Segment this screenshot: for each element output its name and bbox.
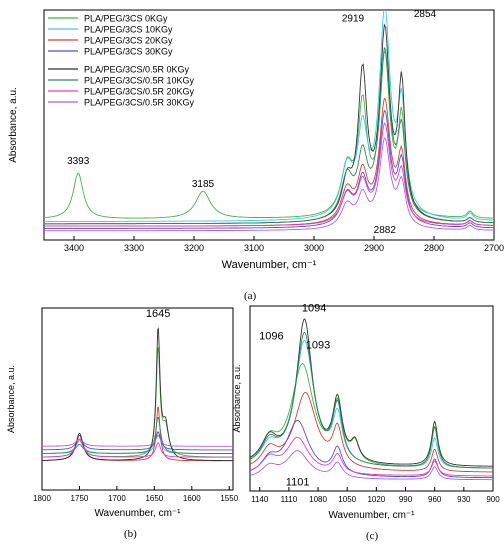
series-line-7 — [250, 436, 493, 477]
series-line-7 — [44, 122, 494, 227]
series-lines — [250, 318, 493, 481]
peak-annotation: 2882 — [374, 225, 397, 236]
x-tick-label: 990 — [399, 495, 413, 504]
series-line-1 — [250, 363, 493, 469]
peak-annotation: 1096 — [259, 330, 283, 342]
plot-frame — [43, 9, 495, 241]
plot-frame — [249, 305, 494, 492]
caption-c: (c) — [366, 530, 379, 542]
x-tick-label: 1110 — [281, 495, 298, 504]
x-axis-label: Wavenumber, cm⁻¹ — [94, 508, 181, 519]
x-tick-label: 900 — [486, 495, 500, 504]
x-tick-label: 3000 — [304, 243, 324, 253]
series-line-3 — [250, 391, 493, 473]
peak-annotation: 1094 — [302, 303, 326, 315]
legend-label: PLA/PEG/3CS 0KGy — [84, 14, 168, 24]
x-tick-label: 1800 — [33, 494, 51, 503]
series-line-1 — [44, 49, 494, 219]
x-tick-label: 2900 — [364, 243, 384, 253]
legend-label: PLA/PEG/3CS/0.5R 10KGy — [84, 76, 195, 86]
series-line-5 — [42, 326, 233, 462]
panel-c-chart: 1140 1110 1080 1050 1020 990 960 930 900 Wavenumb… — [232, 303, 500, 521]
caption-a: (a) — [244, 290, 257, 302]
x-tick-label: 1750 — [71, 494, 89, 503]
series-line-5 — [250, 318, 493, 467]
x-tick-label: 1050 — [338, 495, 356, 504]
peak-annotation: 1101 — [286, 476, 310, 488]
series-line-8 — [250, 450, 493, 481]
series-line-1 — [42, 346, 233, 458]
legend-label: PLA/PEG/3CS 20KGy — [84, 36, 173, 46]
caption-b: (b) — [124, 528, 137, 540]
series-line-4 — [44, 109, 494, 229]
series-line-2 — [44, 10, 494, 222]
peak-annotation: 3393 — [67, 156, 90, 167]
y-axis-label: Absorbance, a.u. — [6, 365, 16, 433]
peak-annotation: 1093 — [306, 340, 330, 352]
legend-label: PLA/PEG/3CS 30KGy — [84, 47, 173, 57]
series-lines — [42, 326, 233, 462]
x-tick-label: 3300 — [124, 243, 144, 253]
plot-frame — [41, 307, 234, 491]
legend-label: PLA/PEG/3CS/0.5R 20KGy — [84, 87, 195, 97]
x-tick-label: 1600 — [183, 494, 201, 503]
legend-label: PLA/PEG/3CS 10KGy — [84, 25, 173, 35]
panel-b-chart: 1800 1750 1700 1650 1600 1550 Wavenumber, cm⁻¹… — [6, 307, 239, 519]
series-line-8 — [42, 435, 233, 447]
y-axis-label: Absorbance, a.u. — [8, 87, 19, 163]
series-line-8 — [44, 137, 494, 232]
peak-annotation: 1645 — [146, 308, 170, 320]
series-lines — [44, 10, 494, 232]
x-tick-label: 1080 — [309, 495, 327, 504]
series-line-4 — [42, 431, 233, 451]
x-tick-label: 1020 — [367, 495, 385, 504]
x-tick-label: 1140 — [251, 495, 269, 504]
x-tick-label: 3200 — [184, 243, 204, 253]
legend-label: PLA/PEG/3CS/0.5R 0KGy — [84, 65, 190, 75]
peak-annotation: 3185 — [192, 179, 215, 190]
series-line-3 — [44, 97, 494, 227]
x-tick-label: 2800 — [424, 243, 444, 253]
series-line-6 — [250, 331, 493, 469]
x-tick-label: 3100 — [244, 243, 264, 253]
series-line-7 — [42, 438, 233, 458]
x-axis-label: Wavenumber, cm⁻¹ — [328, 510, 415, 521]
series-line-4 — [250, 419, 493, 479]
x-tick-label: 930 — [457, 495, 471, 504]
series-line-2 — [250, 339, 493, 469]
legend-label: PLA/PEG/3CS/0.5R 30KGy — [84, 98, 195, 108]
y-axis-label: Absorbance, a.u. — [232, 364, 242, 432]
x-tick-label: 1550 — [220, 494, 238, 503]
x-tick-label: 1700 — [108, 494, 126, 503]
peak-annotation: 2854 — [414, 9, 437, 20]
x-tick-label: 2700 — [484, 243, 504, 253]
panel-a-chart: 3400 3300 3200 3100 3000 2900 2800 2700 Wavenumb… — [8, 9, 504, 271]
x-tick-label: 960 — [428, 495, 442, 504]
x-tick-label: 1650 — [145, 494, 163, 503]
x-tick-label: 3400 — [64, 243, 84, 253]
series-line-6 — [44, 46, 494, 225]
peak-annotation: 2919 — [342, 14, 365, 25]
x-axis-label: Wavenumber, cm⁻¹ — [222, 259, 317, 271]
